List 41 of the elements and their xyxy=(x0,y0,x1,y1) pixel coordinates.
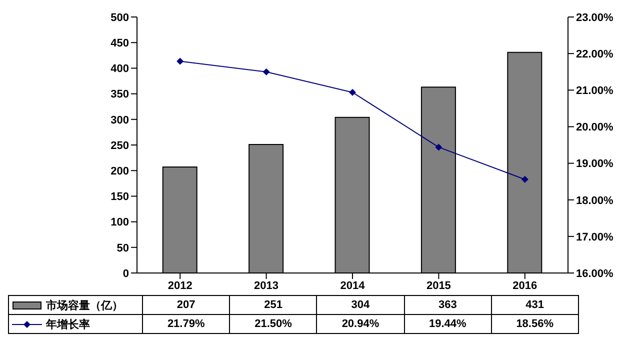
data-label: 304 xyxy=(316,296,404,314)
point xyxy=(435,144,442,151)
point xyxy=(262,68,270,76)
y2-tick-label: 22.00% xyxy=(576,48,614,60)
data-label: 20.94% xyxy=(316,314,404,334)
point xyxy=(176,58,184,65)
data-label: 19.44% xyxy=(404,314,492,334)
point xyxy=(521,176,528,183)
data-label: 21.79% xyxy=(142,314,230,334)
y-tick-label: 100 xyxy=(110,216,129,229)
y2-tick-label: 16.00% xyxy=(576,268,614,280)
y-tick-label: 50 xyxy=(116,242,129,254)
y-tick-label: 150 xyxy=(110,191,129,204)
y-tick-label: 500 xyxy=(110,12,129,24)
y-tick-label: 200 xyxy=(110,166,129,178)
x-tick-label: 2015 xyxy=(426,280,451,292)
x-tick-label: 2012 xyxy=(168,280,192,292)
y2-tick-label: 21.00% xyxy=(576,85,614,98)
legend-label: 市场容量（亿） xyxy=(46,298,123,312)
data-label: 21.50% xyxy=(230,314,317,334)
y2-tick-label: 17.00% xyxy=(576,231,614,244)
legend-label: 年增长率 xyxy=(46,318,90,332)
y-tick-label: 350 xyxy=(110,88,129,101)
data-label: 363 xyxy=(404,296,492,314)
data-label: 431 xyxy=(491,296,578,314)
y2-tick-label: 19.00% xyxy=(576,158,614,170)
data-label: 207 xyxy=(142,296,230,314)
y-tick-label: 0 xyxy=(122,268,129,280)
y-tick-label: 250 xyxy=(110,140,129,152)
data-label: 251 xyxy=(230,296,317,314)
y2-tick-label: 23.00% xyxy=(576,12,614,24)
y-tick-label: 450 xyxy=(110,38,129,50)
x-tick-label: 2016 xyxy=(512,280,538,292)
x-tick-label: 2013 xyxy=(254,280,279,292)
y2-tick-label: 18.00% xyxy=(576,194,614,207)
y-tick-label: 300 xyxy=(110,114,129,126)
y-tick-label: 400 xyxy=(110,63,129,76)
x-tick-label: 2014 xyxy=(340,280,366,292)
data-label: 18.56% xyxy=(491,314,578,334)
point xyxy=(349,88,356,96)
y2-tick-label: 20.00% xyxy=(576,122,614,134)
